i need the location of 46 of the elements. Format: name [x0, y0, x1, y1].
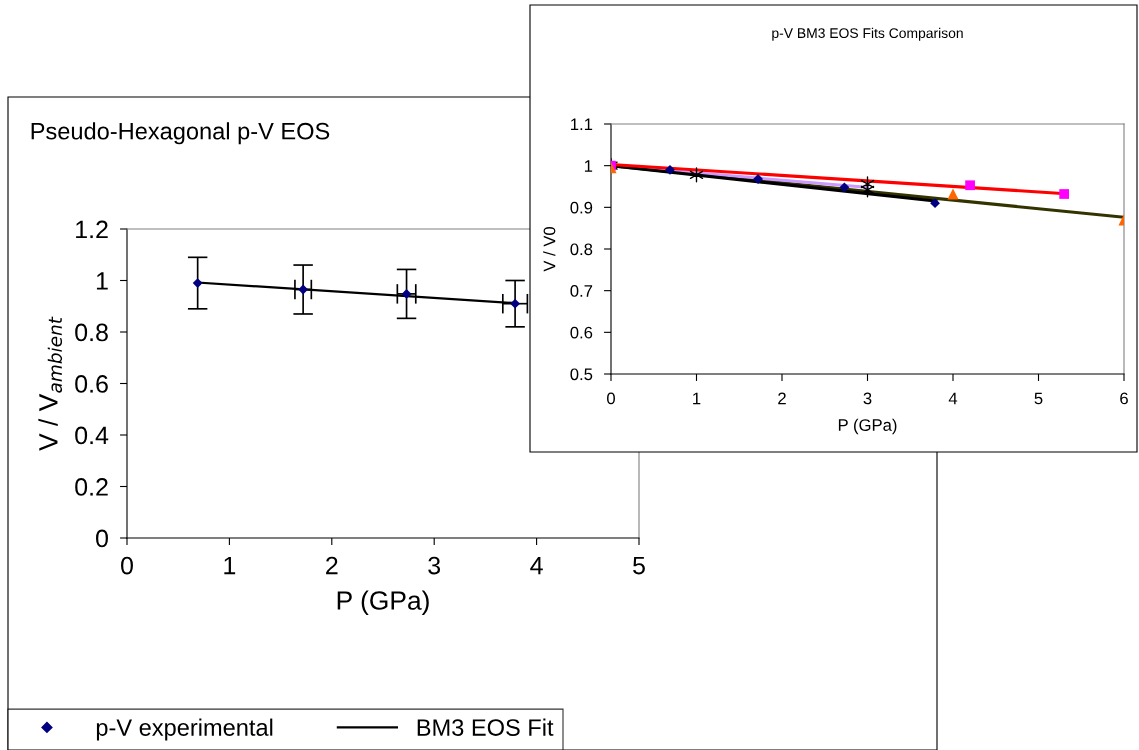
x-tick-label: 1	[224, 556, 236, 575]
y-tick-label: 0.5	[570, 368, 593, 381]
y-tick-label: 0.6	[75, 375, 108, 393]
y-axis-title: V / V$_{ambient}$	[38, 316, 63, 451]
point	[930, 198, 940, 209]
point	[298, 284, 309, 295]
point	[1059, 189, 1070, 199]
x-tick-label: 0	[607, 392, 615, 405]
y-tick-label: 0.8	[570, 243, 593, 256]
y-tick-label: 0.7	[570, 285, 593, 297]
x-tick-label: 2	[778, 392, 786, 405]
y-tick-label: 0	[96, 529, 108, 548]
x-tick-label: 1	[693, 392, 701, 405]
chart-title: Pseudo-Hexagonal p-V EOS	[31, 122, 330, 145]
y-tick-label: 0.6	[570, 326, 593, 339]
x-tick-label: 5	[1034, 392, 1043, 405]
x-tick-label: 2	[326, 556, 338, 575]
x-tick-label: 4	[530, 556, 543, 575]
y-tick-label: 1.2	[76, 220, 108, 239]
x-tick-label: 3	[863, 392, 872, 405]
point	[401, 288, 412, 299]
point	[965, 180, 975, 191]
point	[665, 164, 675, 175]
point	[689, 167, 704, 183]
point	[839, 182, 850, 193]
x-axis-title: P (GPa)	[838, 418, 897, 435]
y-tick-label: 0.4	[75, 426, 109, 445]
chart-title: p-V BM3 EOS Fits Comparison	[772, 27, 963, 41]
legend-label: BM3 EOS Fit	[417, 718, 554, 736]
point	[192, 278, 203, 288]
point	[860, 182, 875, 198]
x-axis-title: P (GPa)	[337, 590, 429, 616]
y-tick-label: 1.1	[571, 118, 593, 131]
y-tick-label: 0.9	[570, 201, 593, 214]
x-tick-label: 0	[121, 556, 133, 575]
y-tick-label: 0.2	[75, 478, 108, 496]
y-tick-label: 1	[96, 272, 108, 290]
x-tick-label: 6	[1120, 392, 1128, 405]
x-tick-label: 5	[633, 556, 645, 575]
point	[510, 298, 521, 309]
y-axis-title: V / V0	[543, 226, 556, 272]
x-tick-label: 3	[428, 556, 441, 575]
legend-label: p-V experimental	[96, 718, 273, 741]
x-tick-label: 4	[948, 392, 958, 405]
y-tick-label: 0.8	[75, 323, 108, 342]
y-tick-label: 1	[584, 160, 593, 172]
